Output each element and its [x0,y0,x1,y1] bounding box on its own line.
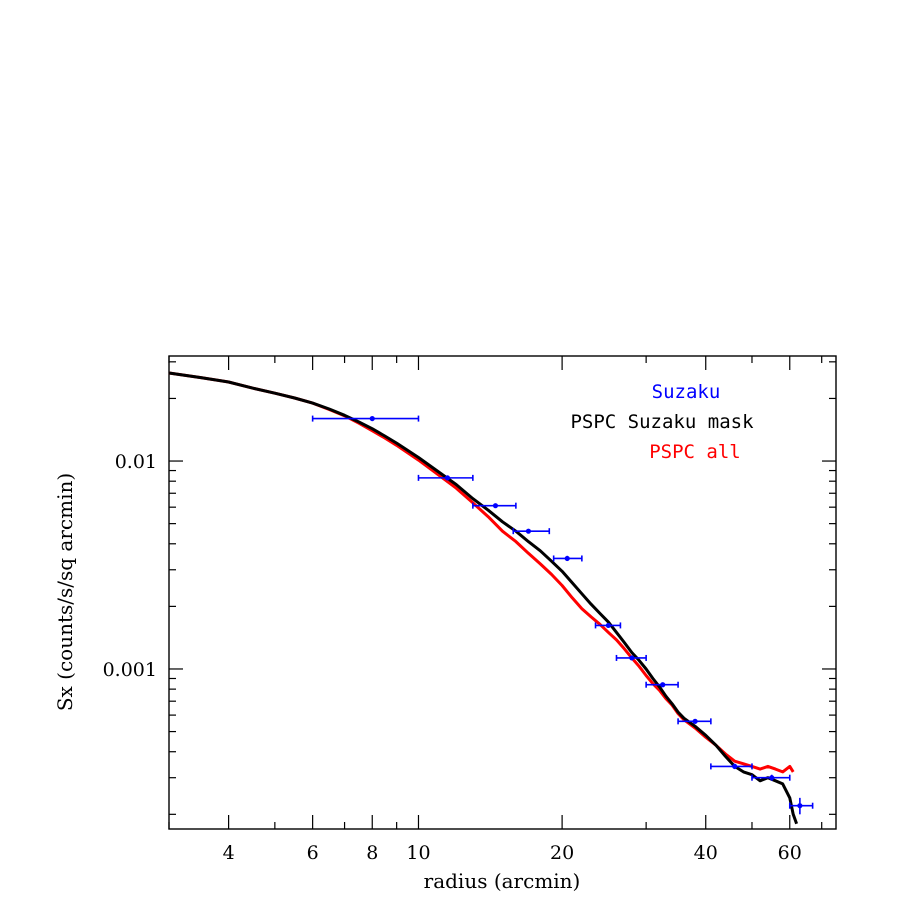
suzaku-point [492,503,499,509]
axis-ticks [168,356,836,829]
suzaku-point [797,803,803,809]
y-axis-title: Sx (counts/s/sq arcmin) [53,473,77,711]
suzaku-errorbars [311,415,814,815]
plot-frame [168,355,837,830]
suzaku-point [444,475,451,481]
x-tick-label: 20 [550,842,574,864]
x-axis-title: radius (arcmin) [424,869,581,893]
legend-entry-suzaku: Suzaku [652,381,721,403]
suzaku-point [769,775,775,781]
tick-labels: 4 6 8 10 20 40 60 0.01 0.001 [103,451,802,864]
x-tick-label: 60 [778,842,802,864]
suzaku-point [629,655,635,661]
y-tick-label: 0.001 [103,659,157,681]
legend-entry-pspc-all: PSPC all [649,441,741,463]
y-tick-label: 0.01 [115,451,157,473]
legend-entry-pspc-suzaku-mask: PSPC Suzaku mask [570,411,754,433]
x-tick-label: 40 [694,842,718,864]
x-tick-label: 10 [406,842,430,864]
x-tick-label: 6 [307,842,319,864]
suzaku-point [732,763,738,770]
x-tick-label: 4 [223,842,235,864]
suzaku-point [692,718,698,724]
suzaku-point [564,555,570,562]
suzaku-point [369,415,375,422]
suzaku-point [525,528,532,534]
suzaku-point [660,682,666,688]
x-tick-label: 8 [366,842,378,864]
suzaku-point [605,622,611,629]
legend: Suzaku PSPC Suzaku mask PSPC all [570,381,754,463]
